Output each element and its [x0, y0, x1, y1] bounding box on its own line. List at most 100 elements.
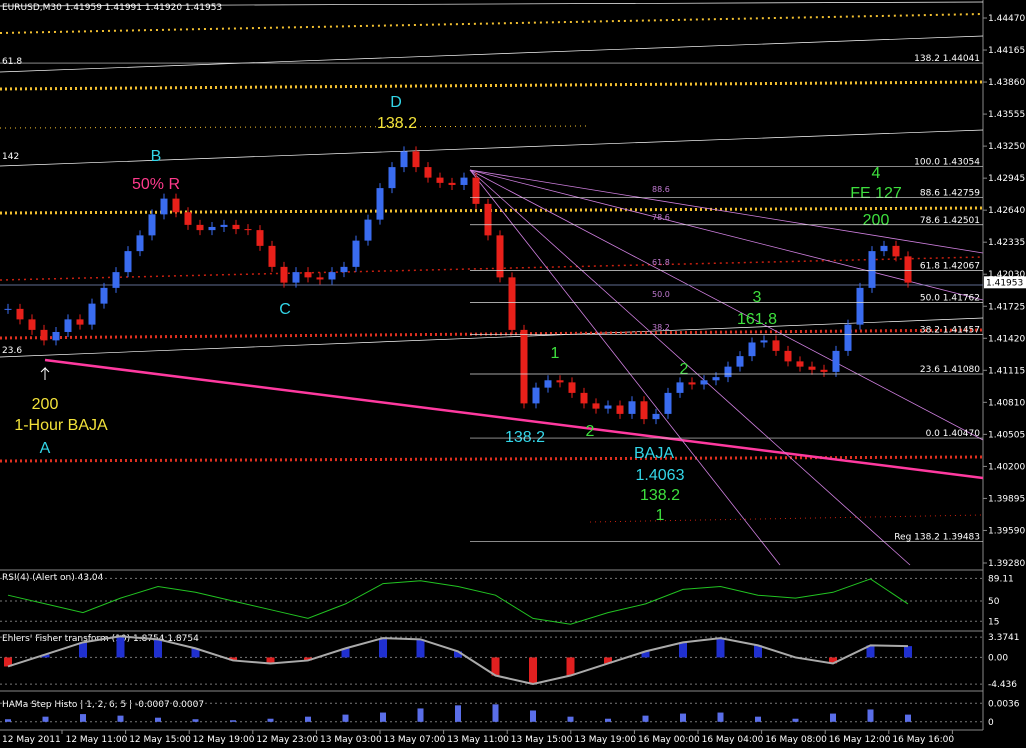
hama-bar: [905, 714, 911, 722]
annotation: 1: [656, 507, 665, 524]
annotation: A: [40, 440, 51, 457]
time-label: 13 May 07:00: [384, 735, 446, 745]
candle: [532, 387, 540, 404]
candle: [376, 188, 384, 220]
fib-label: 23.6 1.41080: [920, 365, 980, 375]
candle: [352, 240, 360, 267]
candle: [172, 198, 180, 213]
fisher-bar: [754, 645, 762, 658]
annotation: 2: [586, 423, 595, 440]
fisher-bar: [829, 657, 837, 664]
candle: [304, 272, 312, 278]
candle: [388, 167, 396, 189]
candle: [244, 229, 252, 231]
fisher-bar: [491, 657, 500, 676]
annotation: D: [390, 94, 402, 111]
candle: [400, 151, 408, 168]
candle: [40, 329, 48, 341]
price-label: 1.42640: [988, 206, 1025, 216]
candle: [904, 256, 912, 283]
time-label: 13 May 15:00: [511, 735, 573, 745]
fisher-bar: [41, 654, 50, 658]
fisher-bar: [4, 657, 12, 667]
hama-title: HAMa Step Histo | 1, 2, 6, 5 | -0.0007 0…: [2, 700, 204, 710]
rsi-title: RSI(4) (Alert on) 43.04: [2, 573, 104, 583]
time-label: 12 May 11:00: [66, 735, 128, 745]
panel-tick: 0: [988, 718, 994, 728]
candle: [616, 405, 624, 414]
hama-bar: [717, 712, 724, 722]
candle: [292, 272, 300, 283]
price-label: 1.43860: [988, 78, 1025, 88]
candle: [568, 382, 576, 393]
candle: [556, 380, 564, 383]
candle: [460, 177, 468, 185]
hama-bar: [117, 715, 124, 722]
candle: [760, 340, 768, 343]
price-label: 1.40810: [988, 398, 1025, 408]
hama-bar: [755, 716, 761, 722]
fib-label: 78.6 1.42501: [920, 216, 980, 226]
candle: [4, 308, 12, 310]
hama-bar: [642, 715, 649, 722]
candle: [436, 177, 444, 183]
hama-bar: [305, 716, 311, 722]
candle: [832, 350, 840, 372]
fisher-bar: [116, 636, 125, 658]
panel-tick: 0.0036: [988, 699, 1020, 709]
edge-label: 23.6: [2, 346, 22, 356]
fisher-bar: [641, 651, 650, 658]
annotation: 3: [753, 289, 762, 306]
fan-label: 88.6: [652, 185, 670, 194]
fib-label: 138.2 1.44041: [914, 54, 980, 64]
header: EURUSD,M30 1.41959 1.41991 1.41920 1.419…: [2, 3, 222, 13]
candle: [52, 331, 60, 341]
hama-bar: [5, 719, 11, 722]
annotation: 4: [872, 165, 881, 182]
hama-bar: [455, 705, 461, 722]
candle: [880, 245, 888, 252]
candles: [4, 146, 912, 425]
hama-bar: [267, 718, 274, 722]
time-label: 16 May 08:00: [765, 735, 827, 745]
candle: [844, 324, 852, 351]
panel-tick: 3.3741: [988, 633, 1020, 643]
fisher-bar: [79, 642, 87, 658]
fisher-bar: [904, 646, 912, 658]
candle: [712, 377, 720, 381]
candle: [520, 329, 528, 404]
annotation: 138.2: [505, 429, 545, 446]
fisher-bar: [191, 648, 200, 658]
hama-bar: [192, 719, 199, 722]
candle: [640, 401, 648, 420]
price-label: 1.39280: [988, 559, 1025, 569]
fisher-bar: [679, 642, 687, 658]
fisher-bar: [566, 657, 575, 676]
price-label: 1.40200: [988, 462, 1025, 472]
candle: [736, 356, 744, 367]
time-label: 16 May 00:00: [638, 735, 700, 745]
fan-label: 61.8: [652, 258, 670, 267]
price-label: 1.42030: [988, 270, 1025, 280]
fib-label: 0.0 1.40470: [926, 429, 981, 439]
fan-label: 50.0: [652, 290, 670, 299]
panel-tick: -4.436: [988, 680, 1017, 690]
annotation: 138.2: [640, 487, 680, 504]
price-label: 1.39590: [988, 526, 1025, 536]
candle: [220, 224, 228, 227]
fib-label: 100.0 1.43054: [914, 158, 980, 168]
candle: [16, 308, 24, 320]
candle: [124, 251, 132, 273]
fisher-bar: [154, 639, 162, 658]
fib-label: 88.6 1.42759: [920, 189, 980, 199]
fisher-bar: [416, 639, 425, 658]
annotation: 200: [32, 396, 59, 413]
price-label: 1.42335: [988, 238, 1025, 248]
annotation: FE 127: [850, 185, 902, 202]
time-label: 13 May 03:00: [320, 735, 382, 745]
fib-label: 50.0 1.41762: [920, 293, 980, 303]
arrow: [40, 366, 50, 380]
candle: [76, 319, 84, 325]
candle: [328, 272, 336, 280]
price-label: 1.44165: [988, 46, 1025, 56]
